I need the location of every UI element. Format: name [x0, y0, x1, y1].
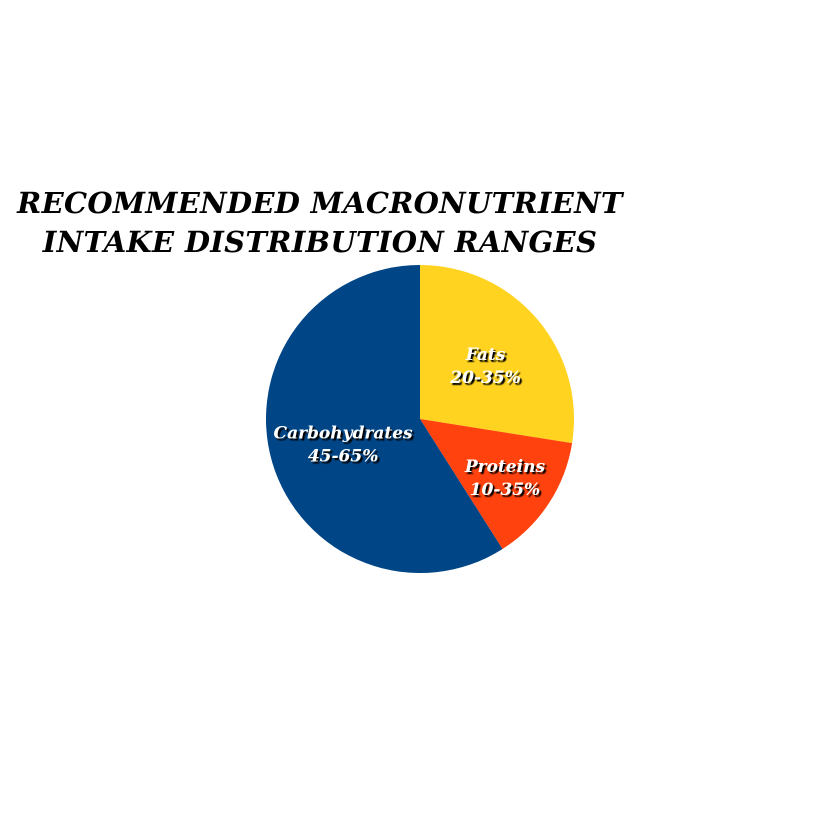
slice-label-carbohydrates: Carbohydrates	[274, 423, 413, 443]
pie-slices	[266, 265, 575, 573]
slice-range-proteins: 10-35%	[470, 480, 541, 500]
slice-label-proteins: Proteins	[464, 457, 546, 477]
pie-slice-carbohydrates	[266, 265, 503, 573]
chart-title-line-2: INTAKE DISTRIBUTION RANGES	[42, 225, 598, 259]
slice-range-carbohydrates: 45-65%	[308, 446, 379, 466]
slice-range-fats: 20-35%	[449, 368, 521, 388]
pie-slice-proteins	[420, 419, 573, 550]
pie-labels: Fats 20-35% Proteins 10-35% Carbohydrates 45-…	[274, 345, 546, 500]
chart-title: RECOMMENDED MACRONUTRIENT INTAKE DISTRIB…	[0, 184, 640, 262]
slice-label-fats: Fats	[465, 345, 506, 365]
pie-slice-fats	[420, 265, 575, 444]
chart-title-line-1: RECOMMENDED MACRONUTRIENT	[17, 186, 623, 220]
